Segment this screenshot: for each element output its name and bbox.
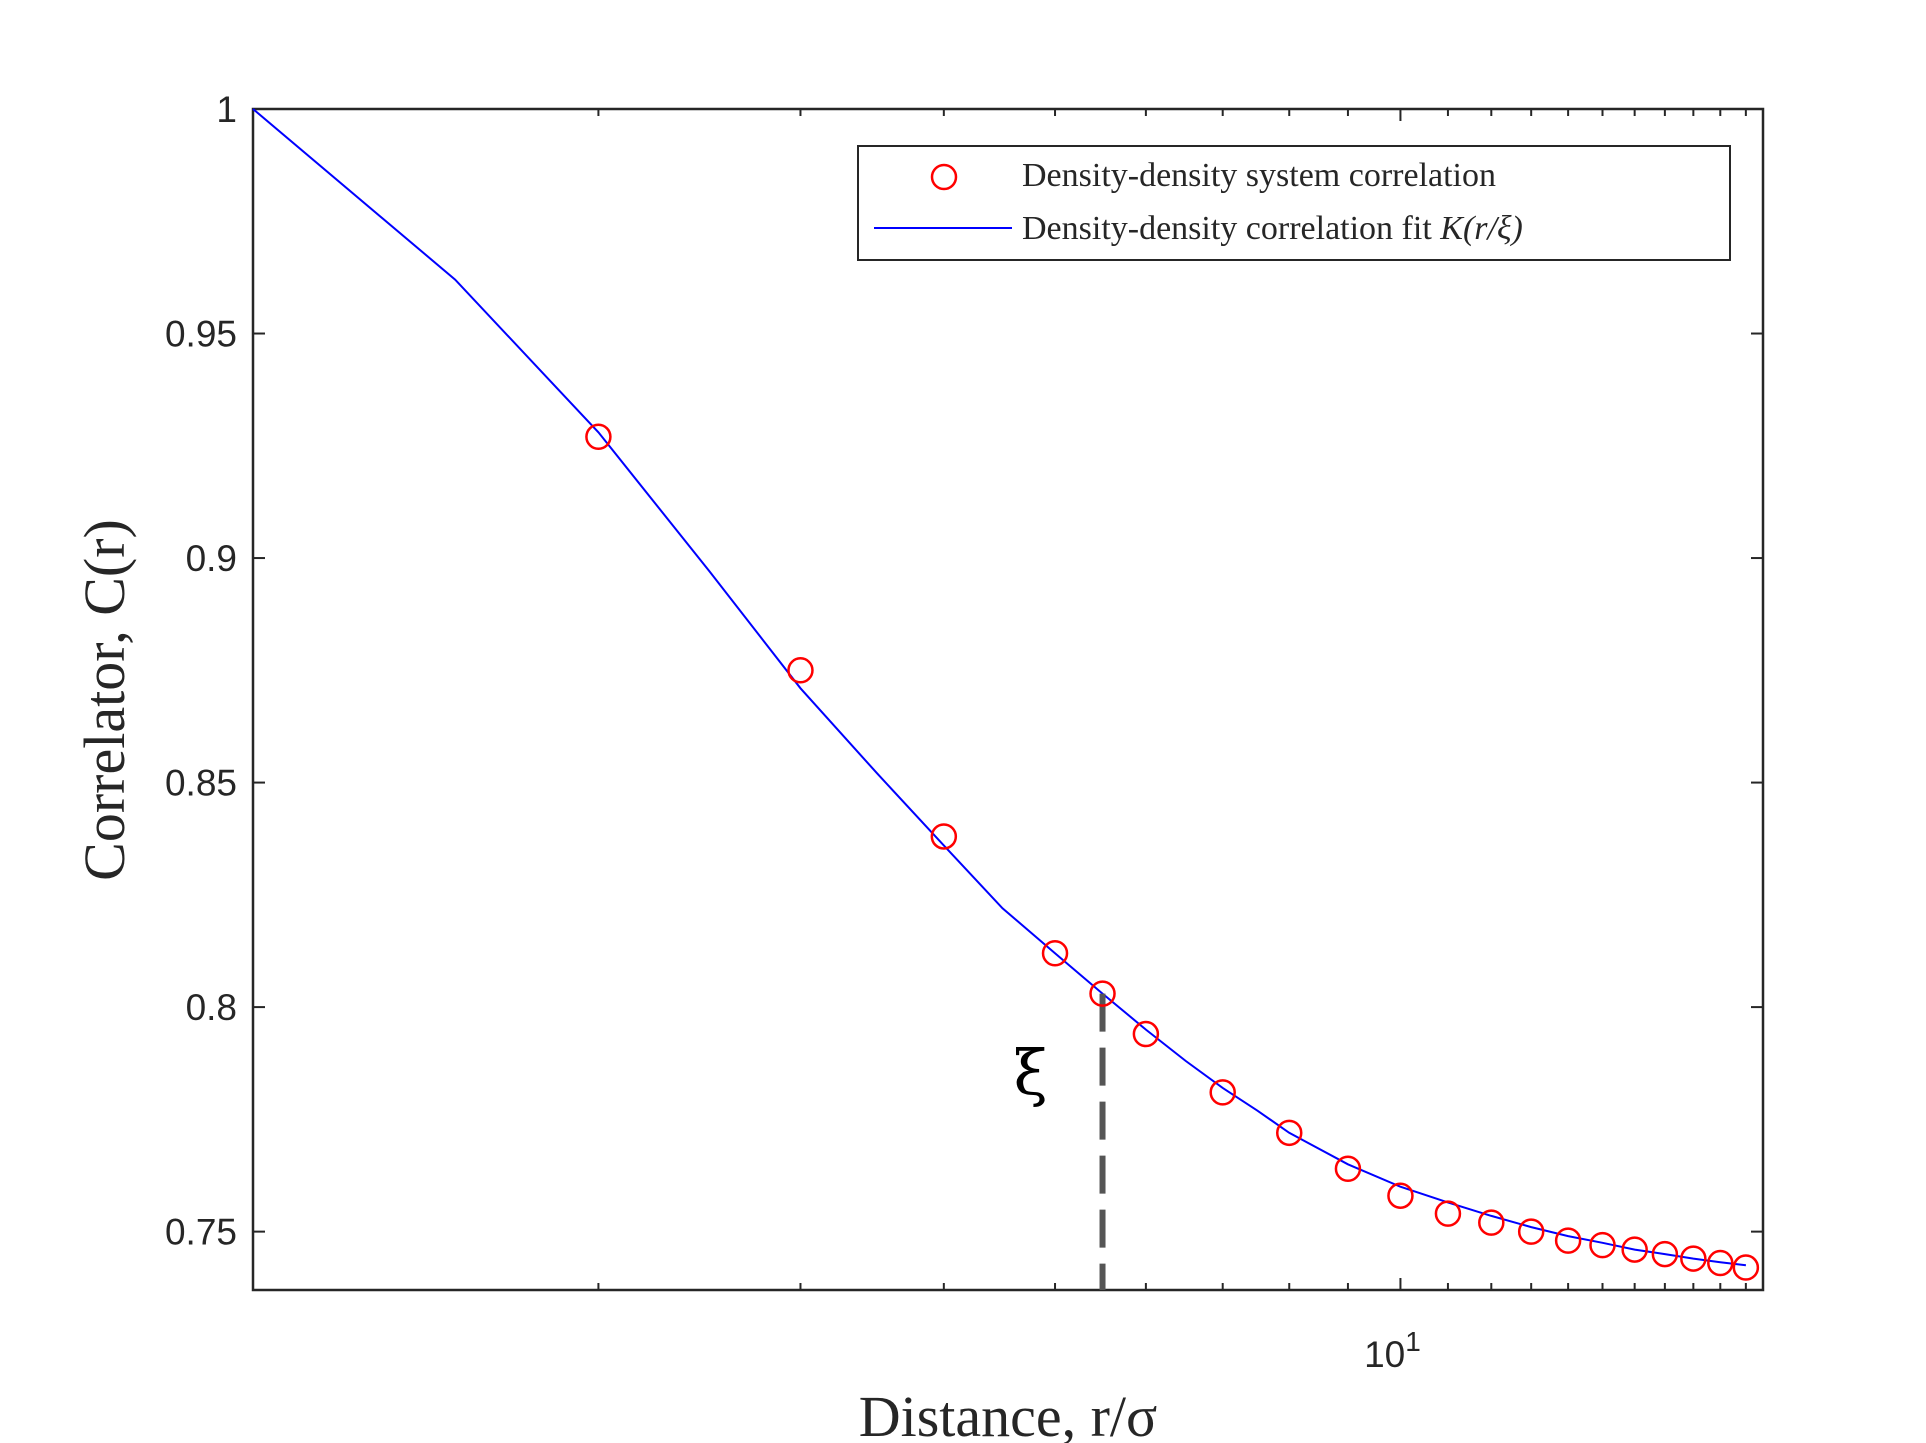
data-point <box>930 823 958 850</box>
plot-area <box>251 107 1765 1292</box>
legend-label-fit-prefix: Density-density correlation fit <box>1022 210 1440 247</box>
y-tick-label: 0.95 <box>165 314 237 355</box>
y-tick-label: 1 <box>216 89 237 130</box>
data-point <box>1209 1079 1236 1106</box>
y-axis-title: Correlator, C(r) <box>72 519 137 881</box>
legend-label-fit: Density-density correlation fit K(r/ξ) <box>1022 210 1523 247</box>
data-point <box>1621 1236 1648 1263</box>
data-point <box>1334 1155 1362 1183</box>
y-tick-label: 0.8 <box>186 987 237 1028</box>
data-point <box>1680 1245 1707 1272</box>
data-markers <box>585 423 1760 1281</box>
legend-box <box>857 145 1731 261</box>
data-point <box>1132 1020 1160 1048</box>
data-point <box>787 657 814 684</box>
data-point <box>1589 1231 1616 1259</box>
data-point <box>1478 1209 1505 1236</box>
data-point <box>1517 1218 1545 1245</box>
data-point <box>1434 1200 1462 1227</box>
data-point <box>1041 939 1069 967</box>
data-point <box>1387 1182 1414 1209</box>
data-point <box>1275 1119 1303 1147</box>
data-point <box>1554 1227 1582 1254</box>
data-point <box>1089 980 1116 1007</box>
data-point <box>1651 1240 1679 1268</box>
y-tick-labels: 1 0.95 0.9 0.85 0.8 0.75 <box>165 89 237 1253</box>
xi-annotation: ξ <box>1013 1036 1047 1109</box>
legend: Density-density system correlation Densi… <box>857 145 1731 261</box>
y-tick-label: 0.85 <box>165 763 237 804</box>
legend-label-system: Density-density system correlation <box>1022 157 1496 194</box>
legend-marker-circle <box>930 163 958 191</box>
data-point <box>585 423 612 451</box>
y-tick-label: 0.75 <box>165 1212 237 1253</box>
data-point <box>1732 1254 1760 1281</box>
x-axis-title: Distance, r/σ <box>859 1384 1158 1443</box>
axis-ticks <box>252 108 1763 1290</box>
x-tick-labels: 101 <box>1364 1326 1421 1375</box>
x-tick-label: 101 <box>1364 1326 1421 1375</box>
data-point <box>1707 1249 1734 1277</box>
y-tick-label: 0.9 <box>186 538 237 579</box>
legend-label-fit-math: K(r/ξ) <box>1439 210 1523 247</box>
